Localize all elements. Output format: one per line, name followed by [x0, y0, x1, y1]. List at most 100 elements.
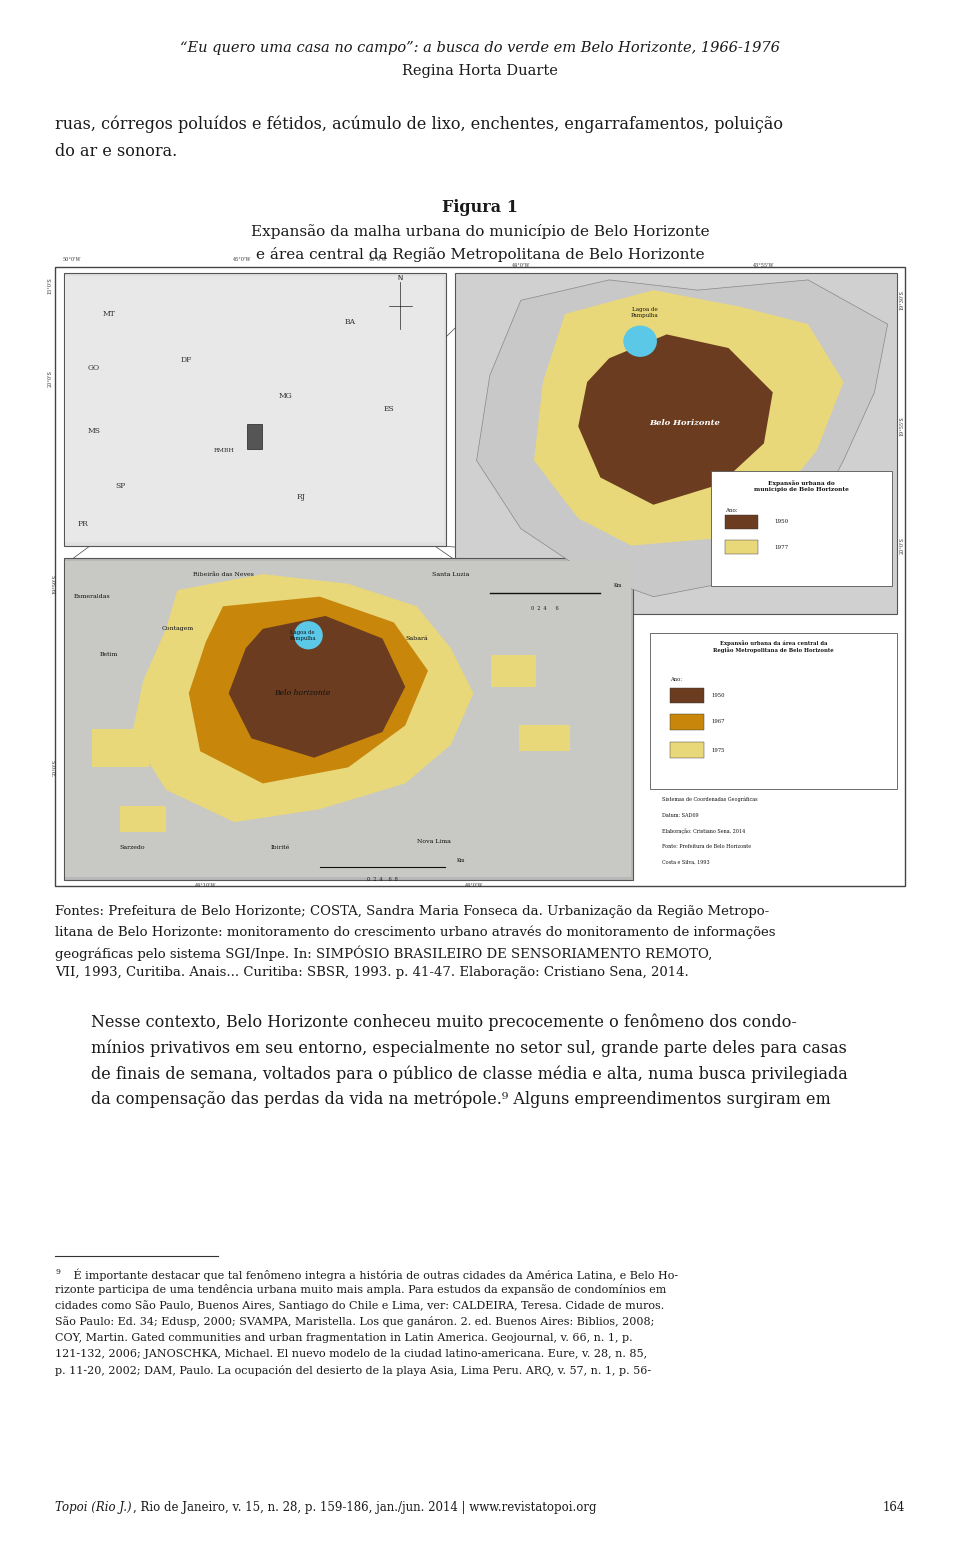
- Text: 0  2  4    6  8: 0 2 4 6 8: [367, 877, 397, 881]
- FancyBboxPatch shape: [65, 561, 631, 877]
- FancyBboxPatch shape: [670, 742, 705, 757]
- Text: Elaboração: Cristiano Sena, 2014: Elaboração: Cristiano Sena, 2014: [662, 828, 746, 834]
- Text: 1975: 1975: [711, 748, 725, 753]
- FancyBboxPatch shape: [92, 729, 149, 767]
- Polygon shape: [476, 281, 888, 597]
- Text: 44°0'W: 44°0'W: [512, 263, 530, 268]
- Text: 40°0'W: 40°0'W: [369, 257, 387, 262]
- Text: , Rio de Janeiro, v. 15, n. 28, p. 159-186, jan./jun. 2014 | www.revistatopoi.or: , Rio de Janeiro, v. 15, n. 28, p. 159-1…: [132, 1501, 596, 1515]
- Text: geográficas pelo sistema SGI/Inpe. In: SIMPÓSIO BRASILEIRO DE SENSORIAMENTO REMO: geográficas pelo sistema SGI/Inpe. In: S…: [55, 946, 712, 961]
- Text: Costa e Silva, 1993: Costa e Silva, 1993: [662, 859, 710, 864]
- Text: 19°55'S: 19°55'S: [900, 417, 904, 436]
- Ellipse shape: [294, 621, 323, 649]
- Text: MG: MG: [278, 392, 292, 400]
- Text: 43°55'W: 43°55'W: [754, 263, 775, 268]
- Text: Belo horizonte: Belo horizonte: [275, 690, 331, 698]
- Text: Datum: SAD69: Datum: SAD69: [662, 812, 699, 817]
- Text: litana de Belo Horizonte: monitoramento do crescimento urbano através do monitor: litana de Belo Horizonte: monitoramento …: [55, 925, 776, 939]
- FancyBboxPatch shape: [120, 806, 166, 831]
- FancyBboxPatch shape: [670, 713, 705, 729]
- Text: Expansão urbana da área central da
Região Metropolitana de Belo Horizonte: Expansão urbana da área central da Regiã…: [713, 641, 833, 654]
- Text: Ano:: Ano:: [726, 508, 738, 513]
- Text: 44°10'W: 44°10'W: [195, 883, 217, 889]
- Text: Nova Lima: Nova Lima: [417, 839, 450, 844]
- Polygon shape: [228, 616, 405, 757]
- Text: É importante destacar que tal fenômeno integra a história de outras cidades da A: É importante destacar que tal fenômeno i…: [70, 1269, 679, 1281]
- Text: do ar e sonora.: do ar e sonora.: [55, 143, 178, 160]
- Text: 1977: 1977: [775, 544, 788, 550]
- Polygon shape: [189, 597, 428, 784]
- Polygon shape: [534, 290, 844, 546]
- FancyBboxPatch shape: [55, 267, 905, 886]
- Text: São Paulo: Ed. 34; Edusp, 2000; SVAMPA, Maristella. Los que ganáron. 2. ed. Buen: São Paulo: Ed. 34; Edusp, 2000; SVAMPA, …: [55, 1317, 655, 1328]
- Text: Lagoa de
Pampulha: Lagoa de Pampulha: [631, 307, 659, 318]
- Text: 0  2  4      6: 0 2 4 6: [531, 605, 559, 612]
- FancyBboxPatch shape: [726, 539, 758, 554]
- Text: 45°0'W: 45°0'W: [233, 257, 252, 262]
- Text: Km: Km: [456, 858, 465, 864]
- Text: RMBH: RMBH: [214, 448, 234, 453]
- Polygon shape: [132, 574, 473, 822]
- Text: rizonte participa de uma tendência urbana muito mais ampla. Para estudos da expa: rizonte participa de uma tendência urban…: [55, 1284, 666, 1295]
- Text: “Eu quero uma casa no campo”: a busca do verde em Belo Horizonte, 1966-1976: “Eu quero uma casa no campo”: a busca do…: [180, 41, 780, 55]
- Text: Regina Horta Duarte: Regina Horta Duarte: [402, 64, 558, 78]
- Ellipse shape: [623, 326, 657, 358]
- Text: 164: 164: [882, 1501, 905, 1515]
- Text: Sabará: Sabará: [405, 637, 428, 641]
- Text: 20°0'S: 20°0'S: [900, 538, 904, 554]
- Text: Ibirité: Ibirité: [270, 845, 290, 850]
- Text: N: N: [397, 274, 403, 281]
- Text: 50°0'W: 50°0'W: [62, 257, 82, 262]
- Text: Sarzedo: Sarzedo: [119, 845, 145, 850]
- Text: de finais de semana, voltados para o público de classe média e alta, numa busca : de finais de semana, voltados para o púb…: [91, 1065, 849, 1082]
- Text: Contagem: Contagem: [161, 626, 194, 632]
- FancyBboxPatch shape: [650, 633, 897, 789]
- FancyBboxPatch shape: [247, 423, 262, 448]
- Text: 19°50'S: 19°50'S: [53, 574, 58, 594]
- Text: VII, 1993, Curitiba. Anais... Curitiba: SBSR, 1993. p. 41-47. Elaboração: Cristi: VII, 1993, Curitiba. Anais... Curitiba: …: [55, 966, 688, 980]
- Text: 1950: 1950: [711, 693, 725, 698]
- Text: COY, Martin. Gated communities and urban fragmentation in Latin America. Geojour: COY, Martin. Gated communities and urban…: [55, 1333, 633, 1342]
- FancyBboxPatch shape: [519, 726, 570, 751]
- Text: 1950: 1950: [775, 519, 788, 524]
- Text: da compensação das perdas da vida na metrópole.⁹ Alguns empreendimentos surgiram: da compensação das perdas da vida na met…: [91, 1091, 831, 1109]
- Text: Nesse contexto, Belo Horizonte conheceu muito precocemente o fenômeno dos condo-: Nesse contexto, Belo Horizonte conheceu …: [91, 1013, 798, 1030]
- Text: PR: PR: [77, 521, 88, 528]
- Text: Ribeirão das Neves: Ribeirão das Neves: [193, 572, 253, 577]
- Text: Topoi (Rio J.): Topoi (Rio J.): [55, 1501, 132, 1515]
- Text: BA: BA: [345, 318, 356, 326]
- FancyBboxPatch shape: [726, 514, 758, 528]
- Text: GO: GO: [88, 364, 100, 373]
- Text: Fonte: Prefeitura de Belo Horizonte: Fonte: Prefeitura de Belo Horizonte: [662, 844, 752, 848]
- Text: Belo Horizonte: Belo Horizonte: [649, 419, 720, 426]
- Text: 19°30'S: 19°30'S: [900, 290, 904, 310]
- Polygon shape: [578, 334, 773, 505]
- Text: p. 11-20, 2002; DAM, Paulo. La ocupación del desierto de la playa Asia, Lima Per: p. 11-20, 2002; DAM, Paulo. La ocupación…: [55, 1364, 651, 1375]
- Text: Expansão urbana do
município de Belo Horizonte: Expansão urbana do município de Belo Hor…: [754, 480, 849, 492]
- Text: Figura 1: Figura 1: [442, 199, 518, 215]
- Text: 1967: 1967: [711, 720, 725, 724]
- FancyBboxPatch shape: [710, 470, 892, 586]
- Text: Expansão da malha urbana do município de Belo Horizonte: Expansão da malha urbana do município de…: [251, 224, 709, 240]
- Text: MS: MS: [87, 426, 101, 436]
- Text: 20°0'S: 20°0'S: [47, 370, 52, 387]
- Text: 15°0'S: 15°0'S: [47, 278, 52, 293]
- FancyBboxPatch shape: [670, 688, 705, 702]
- FancyBboxPatch shape: [63, 558, 633, 880]
- Text: 20°0'S: 20°0'S: [53, 759, 58, 776]
- Text: 44°0'W: 44°0'W: [465, 883, 483, 889]
- Text: MT: MT: [103, 310, 116, 318]
- Text: 9: 9: [55, 1269, 60, 1276]
- Text: mínios privativos em seu entorno, especialmente no setor sul, grande parte deles: mínios privativos em seu entorno, especi…: [91, 1040, 848, 1057]
- Text: Fontes: Prefeitura de Belo Horizonte; COSTA, Sandra Maria Fonseca da. Urbanizaçã: Fontes: Prefeitura de Belo Horizonte; CO…: [55, 905, 769, 919]
- Text: 121-132, 2006; JANOSCHKA, Michael. El nuevo modelo de la ciudad latino-americana: 121-132, 2006; JANOSCHKA, Michael. El nu…: [55, 1348, 647, 1359]
- Text: Lagoa de
Pampulha: Lagoa de Pampulha: [289, 630, 316, 641]
- Text: ruas, córregos poluídos e fétidos, acúmulo de lixo, enchentes, engarrafamentos, : ruas, córregos poluídos e fétidos, acúmu…: [55, 116, 783, 133]
- Text: SP: SP: [116, 481, 126, 489]
- Text: Betim: Betim: [100, 652, 118, 657]
- Text: ES: ES: [383, 406, 394, 414]
- Text: cidades como São Paulo, Buenos Aires, Santiago do Chile e Lima, ver: CALDEIRA, T: cidades como São Paulo, Buenos Aires, Sa…: [55, 1300, 664, 1311]
- FancyBboxPatch shape: [454, 273, 897, 613]
- FancyBboxPatch shape: [491, 654, 537, 687]
- Text: Santa Luzia: Santa Luzia: [432, 572, 469, 577]
